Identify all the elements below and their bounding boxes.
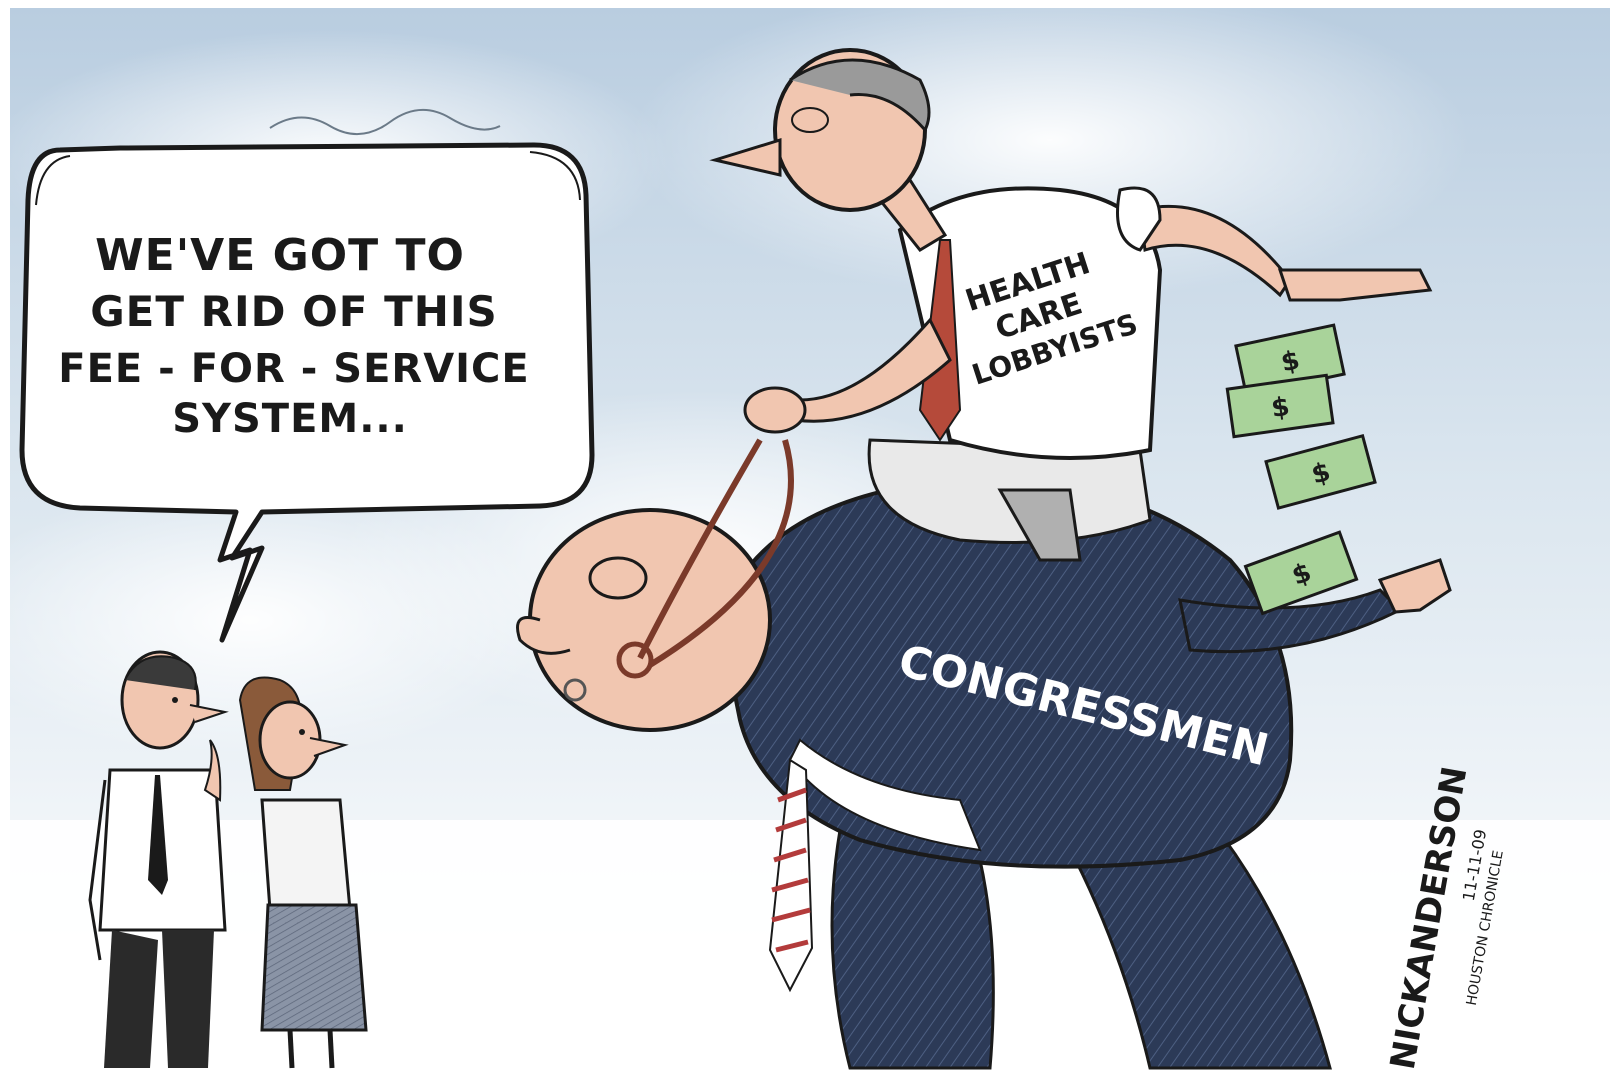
dollar-sign: $	[1278, 345, 1302, 378]
speech-bubble: WE'VE GOT TO GET RID OF THIS FEE - FOR -…	[19, 108, 595, 643]
speech-line-3: FEE - FOR - SERVICE	[58, 346, 529, 392]
lobbyist-figure: HEALTH CARE LOBBYISTS	[709, 48, 1433, 562]
congressman-figure: CONGRESSMEN	[516, 477, 1452, 1070]
speech-line-4: SYSTEM...	[172, 396, 408, 442]
dollar-sign: $	[1269, 392, 1291, 424]
speech-bubble-text: WE'VE GOT TO GET RID OF THIS FEE - FOR -…	[58, 230, 529, 442]
woman-figure	[238, 676, 368, 1069]
man-figure	[88, 650, 229, 1068]
dollar-bill-2: $	[1225, 373, 1335, 439]
speech-line-1: WE'VE GOT TO	[95, 230, 465, 281]
flying-money: $ $ $ $	[1225, 323, 1377, 616]
speech-line-2: GET RID OF THIS	[90, 287, 498, 336]
leash	[637, 438, 794, 668]
dollar-bill-4: $	[1243, 530, 1359, 616]
dollar-bill-3: $	[1264, 433, 1377, 510]
